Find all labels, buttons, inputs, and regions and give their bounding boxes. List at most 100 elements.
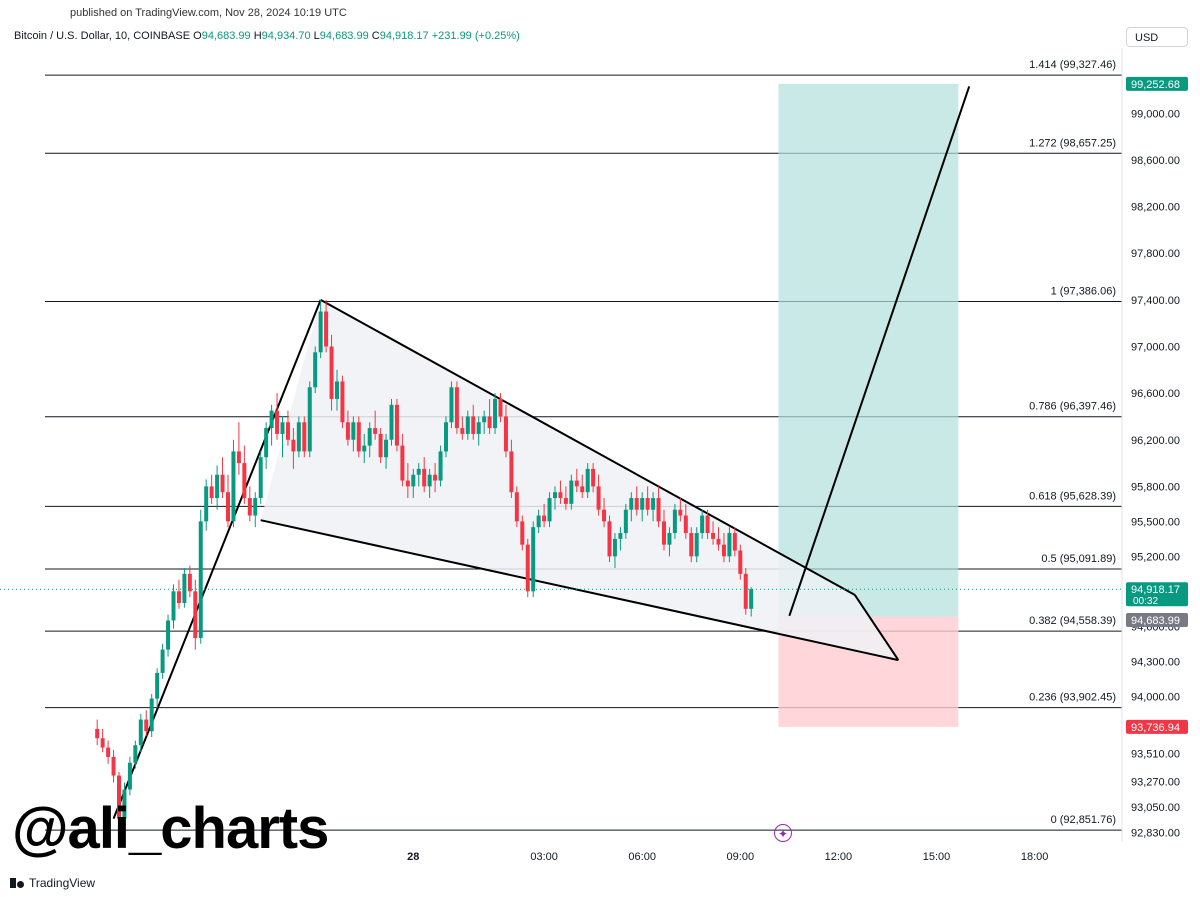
price-tick-label: 97,800.00 <box>1131 248 1180 260</box>
candle-body <box>454 387 459 429</box>
candle-body <box>106 747 111 757</box>
wedge-upper-line[interactable] <box>320 298 856 596</box>
breakout-projection-line[interactable] <box>788 86 971 617</box>
candle-body <box>520 521 525 545</box>
low-value: 94,683.99 <box>319 30 369 42</box>
candle-body <box>231 451 236 522</box>
wedge-lower-line[interactable] <box>260 519 899 662</box>
candlestick-series <box>0 299 1122 827</box>
candle-body <box>171 591 176 621</box>
published-note: published on TradingView.com, Nov 28, 20… <box>70 7 347 19</box>
candle-body <box>732 533 737 551</box>
time-tick-label: 15:00 <box>923 851 951 863</box>
fib-label-0.5: 0.5 (95,091.89) <box>1041 553 1116 565</box>
candle-body <box>373 428 378 434</box>
entry-price-tag-label: 94,683.99 <box>1131 615 1180 627</box>
price-tick-label: 95,200.00 <box>1131 551 1180 563</box>
candle-body <box>672 509 677 534</box>
candle-body <box>449 387 454 423</box>
fib-label-0.382: 0.382 (94,558.39) <box>1029 615 1116 627</box>
candle-body <box>438 451 443 481</box>
candle-body <box>275 410 280 434</box>
candle-body <box>629 498 634 510</box>
candle-body <box>144 719 149 732</box>
candle-body <box>176 591 181 603</box>
candle-body <box>345 422 350 440</box>
candle-body <box>242 463 247 499</box>
candle-body <box>313 352 318 388</box>
price-tick-label: 99,000.00 <box>1131 108 1180 120</box>
time-tick-label: 06:00 <box>628 851 656 863</box>
candle-body <box>585 468 590 493</box>
candle-body <box>716 538 721 545</box>
candle-body <box>253 498 258 516</box>
watermark-handle: @ali_charts <box>12 796 329 861</box>
price-tick-label: 96,600.00 <box>1131 388 1180 400</box>
candle-body <box>384 439 389 458</box>
candle-body <box>553 492 557 499</box>
candle-body <box>149 698 154 732</box>
impulse-trendline[interactable] <box>112 299 322 820</box>
candle-body <box>324 311 329 347</box>
price-tick-label: 94,000.00 <box>1131 691 1180 703</box>
candle-body <box>291 439 296 452</box>
high-value: 94,934.70 <box>261 30 311 42</box>
candle-body <box>427 474 432 487</box>
candle-body <box>743 573 748 609</box>
price-tick-label: 95,500.00 <box>1131 516 1180 528</box>
candle-body <box>416 468 421 475</box>
fib-label-1.272: 1.272 (98,657.25) <box>1029 137 1116 149</box>
price-tick-label: 93,510.00 <box>1131 748 1180 760</box>
candle-body <box>193 591 198 638</box>
profit-zone[interactable] <box>778 83 959 617</box>
candle-body <box>187 573 192 592</box>
tradingview-brand-label: TradingView <box>29 876 96 890</box>
candle-body <box>542 515 547 522</box>
candle-body <box>667 533 672 545</box>
price-tick-label: 93,050.00 <box>1131 802 1180 814</box>
candle-body <box>269 410 274 429</box>
candle-body <box>503 416 508 452</box>
symbol-name[interactable]: Bitcoin / U.S. Dollar, 10, COINBASE <box>14 30 191 42</box>
candle-body <box>694 533 699 557</box>
candle-body <box>569 480 574 504</box>
candle-body <box>95 728 100 739</box>
fib-label-0.618: 0.618 (95,628.39) <box>1029 490 1116 502</box>
event-marker-icon[interactable]: ✦ <box>774 824 792 842</box>
time-tick-label: 09:00 <box>727 851 755 863</box>
price-axis[interactable]: 99,000.00 98,600.00 98,200.00 97,800.00 97,4… <box>1121 48 1180 842</box>
candle-body <box>580 486 585 493</box>
candle-body <box>749 589 754 609</box>
currency-selector[interactable]: USD <box>1126 27 1188 47</box>
candle-body <box>651 498 656 510</box>
current-price-tag-bg <box>1126 582 1188 607</box>
stop-price-tag-label: 93,736.94 <box>1131 722 1180 734</box>
long-position-zones[interactable] <box>778 83 959 727</box>
candle-body <box>433 474 438 481</box>
candle-body <box>166 620 171 650</box>
candle-body <box>351 422 356 440</box>
tradingview-logo[interactable]: TradingView <box>10 876 95 890</box>
time-tick-label: 12:00 <box>825 851 853 863</box>
current-price-tag-countdown: 00:32 <box>1133 596 1158 607</box>
time-axis[interactable]: 28 03:00 06:00 09:00 12:00 15:00 18:00 <box>407 851 1048 863</box>
stop-price-tag-bg <box>1126 719 1188 734</box>
candle-body <box>329 346 334 399</box>
price-tick-label: 98,600.00 <box>1131 155 1180 167</box>
candle-body <box>182 573 187 603</box>
candle-body <box>111 756 116 776</box>
candle-body <box>117 775 121 819</box>
time-tick-label: 03:00 <box>530 851 558 863</box>
candle-body <box>285 422 290 440</box>
candle-body <box>264 428 269 458</box>
entry-price-tag-bg <box>1126 613 1188 628</box>
candle-body <box>155 672 160 699</box>
candle-body <box>389 404 394 440</box>
wedge-upper-to-apex-line[interactable] <box>853 594 900 661</box>
candle-body <box>422 468 427 487</box>
candle-body <box>138 719 143 746</box>
candle-body <box>662 521 666 545</box>
candle-body <box>558 492 563 499</box>
